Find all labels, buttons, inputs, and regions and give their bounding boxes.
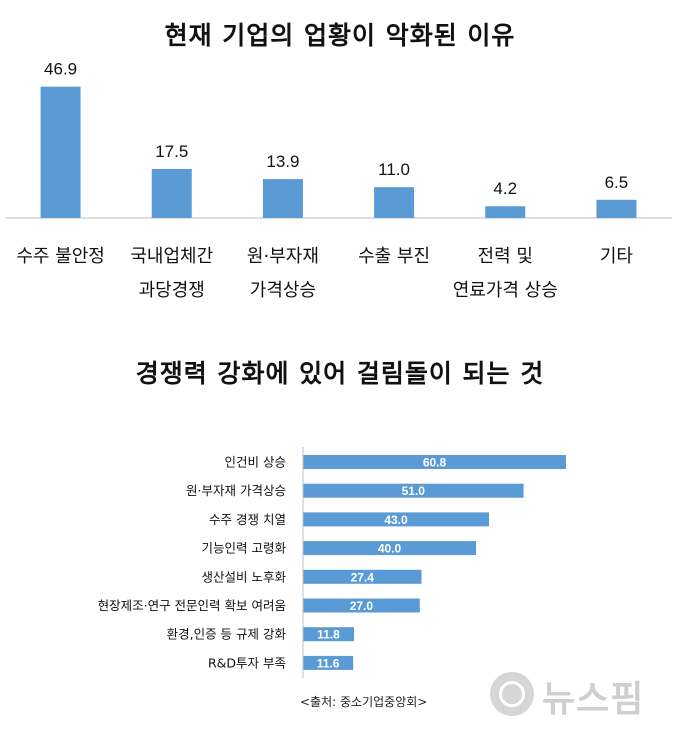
chart2-bar xyxy=(303,627,355,642)
chart2-value-label: 40.0 xyxy=(378,542,402,556)
chart1-value-label: 13.9 xyxy=(266,152,299,171)
chart2-bar xyxy=(303,598,420,613)
chart1-value-label: 17.5 xyxy=(155,142,188,161)
chart1-value-label: 46.9 xyxy=(44,60,77,79)
chart2-value-label: 60.8 xyxy=(423,456,447,470)
chart1-bar xyxy=(262,179,303,218)
chart1-bar xyxy=(485,206,526,218)
chart1-category-label: 기타 xyxy=(600,246,634,267)
chart2-bar xyxy=(303,541,477,556)
newspim-logo-icon xyxy=(490,672,534,716)
chart2-bar xyxy=(303,455,566,469)
chart2-value-label: 43.0 xyxy=(384,513,408,527)
chart1-category-label: 가격상승 xyxy=(250,280,316,301)
chart2-category-label: 생산설비 노후화 xyxy=(202,569,287,584)
chart1-category-label: 국내업체간 xyxy=(130,246,213,267)
chart2-category-label: 수주 경쟁 치열 xyxy=(209,512,286,527)
watermark-text: 뉴스핌 xyxy=(542,679,645,720)
source-note: <출처: 중소기업중앙회> xyxy=(300,695,428,709)
chart1-value-label: 4.2 xyxy=(493,179,517,198)
chart2-bar xyxy=(303,569,422,584)
chart2-bar xyxy=(303,655,354,670)
chart1-category-label: 전력 및 xyxy=(478,246,533,267)
chart2-value-label: 11.6 xyxy=(317,656,340,670)
chart2-value-label: 51.0 xyxy=(402,484,426,498)
chart1-category-label: 수주 불안정 xyxy=(16,246,105,267)
chart2-category-label: 환경,인증 등 규제 강화 xyxy=(167,627,287,642)
chart2-bar xyxy=(303,512,490,527)
chart1-value-label: 11.0 xyxy=(378,160,410,179)
chart1-category-label: 연료가격 상승 xyxy=(453,280,558,301)
chart1-title: 현재 기업의 업황이 악화된 이유 xyxy=(164,21,516,50)
chart2-category-label: 현장제조·연구 전문인력 확보 여려움 xyxy=(98,598,286,613)
chart2-category-label: 원·부자재 가격상승 xyxy=(186,483,286,498)
chart1-bar xyxy=(151,169,192,218)
chart2-category-label: 기능인력 고령화 xyxy=(202,541,287,556)
chart1-value-label: 6.5 xyxy=(605,173,629,192)
chart1-category-label: 수출 부진 xyxy=(358,246,430,267)
chart2-category-label: R&D투자 부족 xyxy=(208,655,286,670)
watermark: 뉴스핌 xyxy=(490,670,665,720)
chart2-title: 경쟁력 강화에 있어 걸림돌이 되는 것 xyxy=(135,359,545,388)
chart1-category-label: 과당경쟁 xyxy=(139,280,205,301)
chart2-value-label: 11.8 xyxy=(317,628,340,642)
chart2-category-label: 인건비 상승 xyxy=(225,455,286,470)
chart1-category-label: 원·부자재 xyxy=(247,246,319,267)
chart2-value-label: 27.0 xyxy=(350,599,374,613)
chart2-value-label: 27.4 xyxy=(351,570,375,584)
chart1-bar xyxy=(374,187,415,218)
chart1-bar xyxy=(40,86,81,219)
chart1-bar xyxy=(596,199,637,218)
chart2-bar xyxy=(303,483,524,498)
